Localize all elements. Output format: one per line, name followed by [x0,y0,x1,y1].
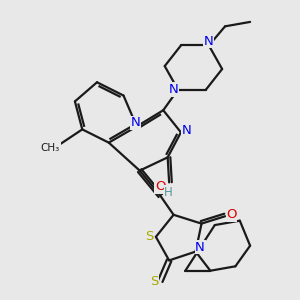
Text: O: O [155,180,166,193]
Text: S: S [150,274,158,287]
Text: N: N [204,34,214,48]
Text: N: N [195,241,205,254]
Text: N: N [130,116,140,129]
Text: N: N [169,83,178,96]
Text: H: H [164,186,173,199]
Text: N: N [182,124,192,137]
Text: S: S [145,230,154,243]
Text: O: O [226,208,237,221]
Text: CH₃: CH₃ [41,142,60,153]
